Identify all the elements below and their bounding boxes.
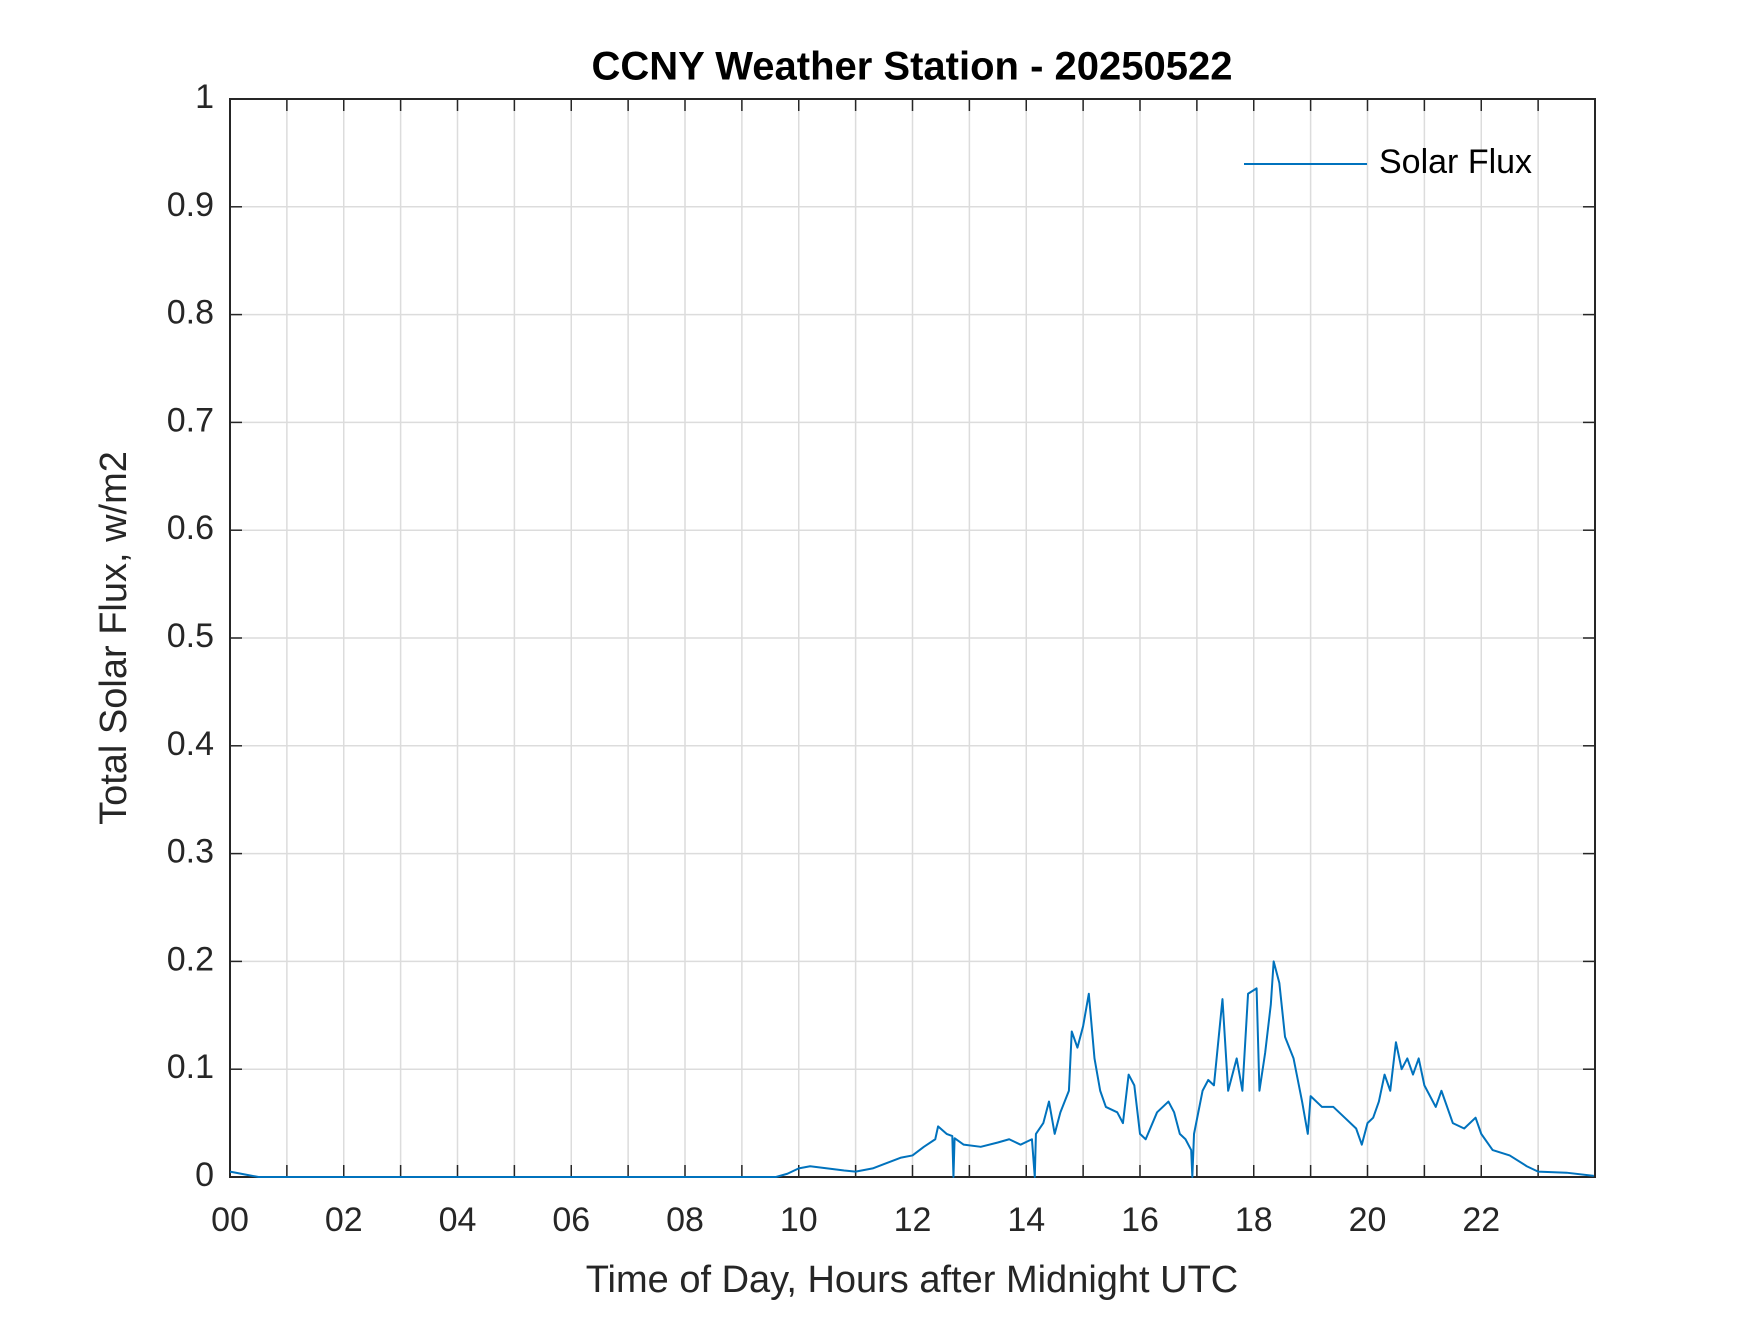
x-tick-label: 18 — [1235, 1201, 1273, 1239]
x-tick-label: 14 — [1007, 1201, 1045, 1239]
x-tick-label: 06 — [552, 1201, 590, 1239]
y-tick-label: 0.2 — [167, 940, 214, 978]
x-tick-label: 22 — [1462, 1201, 1500, 1239]
x-tick-label: 02 — [325, 1201, 363, 1239]
x-tick-label: 00 — [211, 1201, 249, 1239]
y-tick-label: 0.4 — [167, 725, 214, 763]
y-tick-label: 0.6 — [167, 509, 214, 547]
x-tick-label: 10 — [780, 1201, 818, 1239]
x-tick-label: 08 — [666, 1201, 704, 1239]
x-axis-label: Time of Day, Hours after Midnight UTC — [586, 1259, 1239, 1301]
y-tick-label: 1 — [195, 78, 214, 116]
x-tick-label: 04 — [439, 1201, 477, 1239]
y-tick-label: 0.9 — [167, 186, 214, 224]
y-tick-label: 0.3 — [167, 833, 214, 871]
y-tick-label: 0 — [195, 1156, 214, 1194]
y-axis-label: Total Solar Flux, w/m2 — [93, 451, 135, 825]
y-tick-label: 0.5 — [167, 617, 214, 655]
x-tick-label: 12 — [894, 1201, 932, 1239]
legend-label: Solar Flux — [1379, 143, 1532, 181]
y-tick-label: 0.8 — [167, 294, 214, 332]
y-tick-label: 0.1 — [167, 1048, 214, 1086]
y-tick-label: 0.7 — [167, 401, 214, 439]
x-tick-label: 16 — [1121, 1201, 1159, 1239]
axes-box — [229, 98, 1596, 1178]
chart-title: CCNY Weather Station - 20250522 — [592, 45, 1233, 89]
data-line — [229, 960, 1594, 1178]
x-tick-label: 20 — [1349, 1201, 1387, 1239]
